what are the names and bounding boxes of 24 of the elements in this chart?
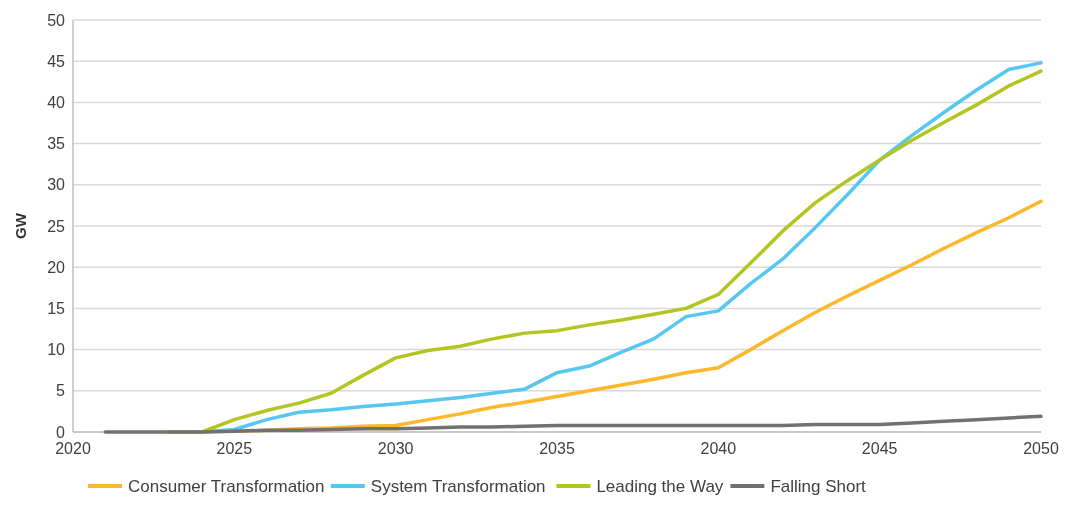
line-series — [103, 414, 1043, 434]
legend-label: Falling Short — [770, 476, 867, 496]
y-tick-label: 25 — [47, 217, 66, 235]
y-tick-label: 40 — [47, 94, 66, 111]
x-tick-label: 2035 — [539, 440, 575, 457]
y-tick-label: 5 — [56, 382, 66, 400]
legend-label: System Transformation — [370, 476, 546, 496]
x-tick-label: 2025 — [216, 440, 253, 457]
x-tick-label: 2040 — [700, 440, 737, 457]
y-tick-label: 0 — [56, 423, 66, 441]
legend-label: Leading the Way — [596, 476, 724, 496]
y-axis-title: GW — [12, 212, 29, 239]
y-tick-label: 30 — [47, 176, 66, 194]
x-tick-label: 2050 — [1023, 440, 1059, 457]
legend-label: Consumer Transformation — [128, 476, 325, 496]
y-tick-label: 50 — [47, 11, 66, 29]
y-tick-label: 45 — [47, 52, 66, 70]
y-tick-label: 20 — [47, 258, 66, 276]
x-tick-label: 2045 — [861, 440, 898, 457]
y-tick-label: 15 — [47, 300, 66, 317]
x-tick-label: 2030 — [377, 440, 414, 457]
y-tick-label: 35 — [47, 135, 66, 153]
y-tick-label: 10 — [47, 341, 66, 359]
x-tick-label: 2020 — [55, 440, 91, 457]
